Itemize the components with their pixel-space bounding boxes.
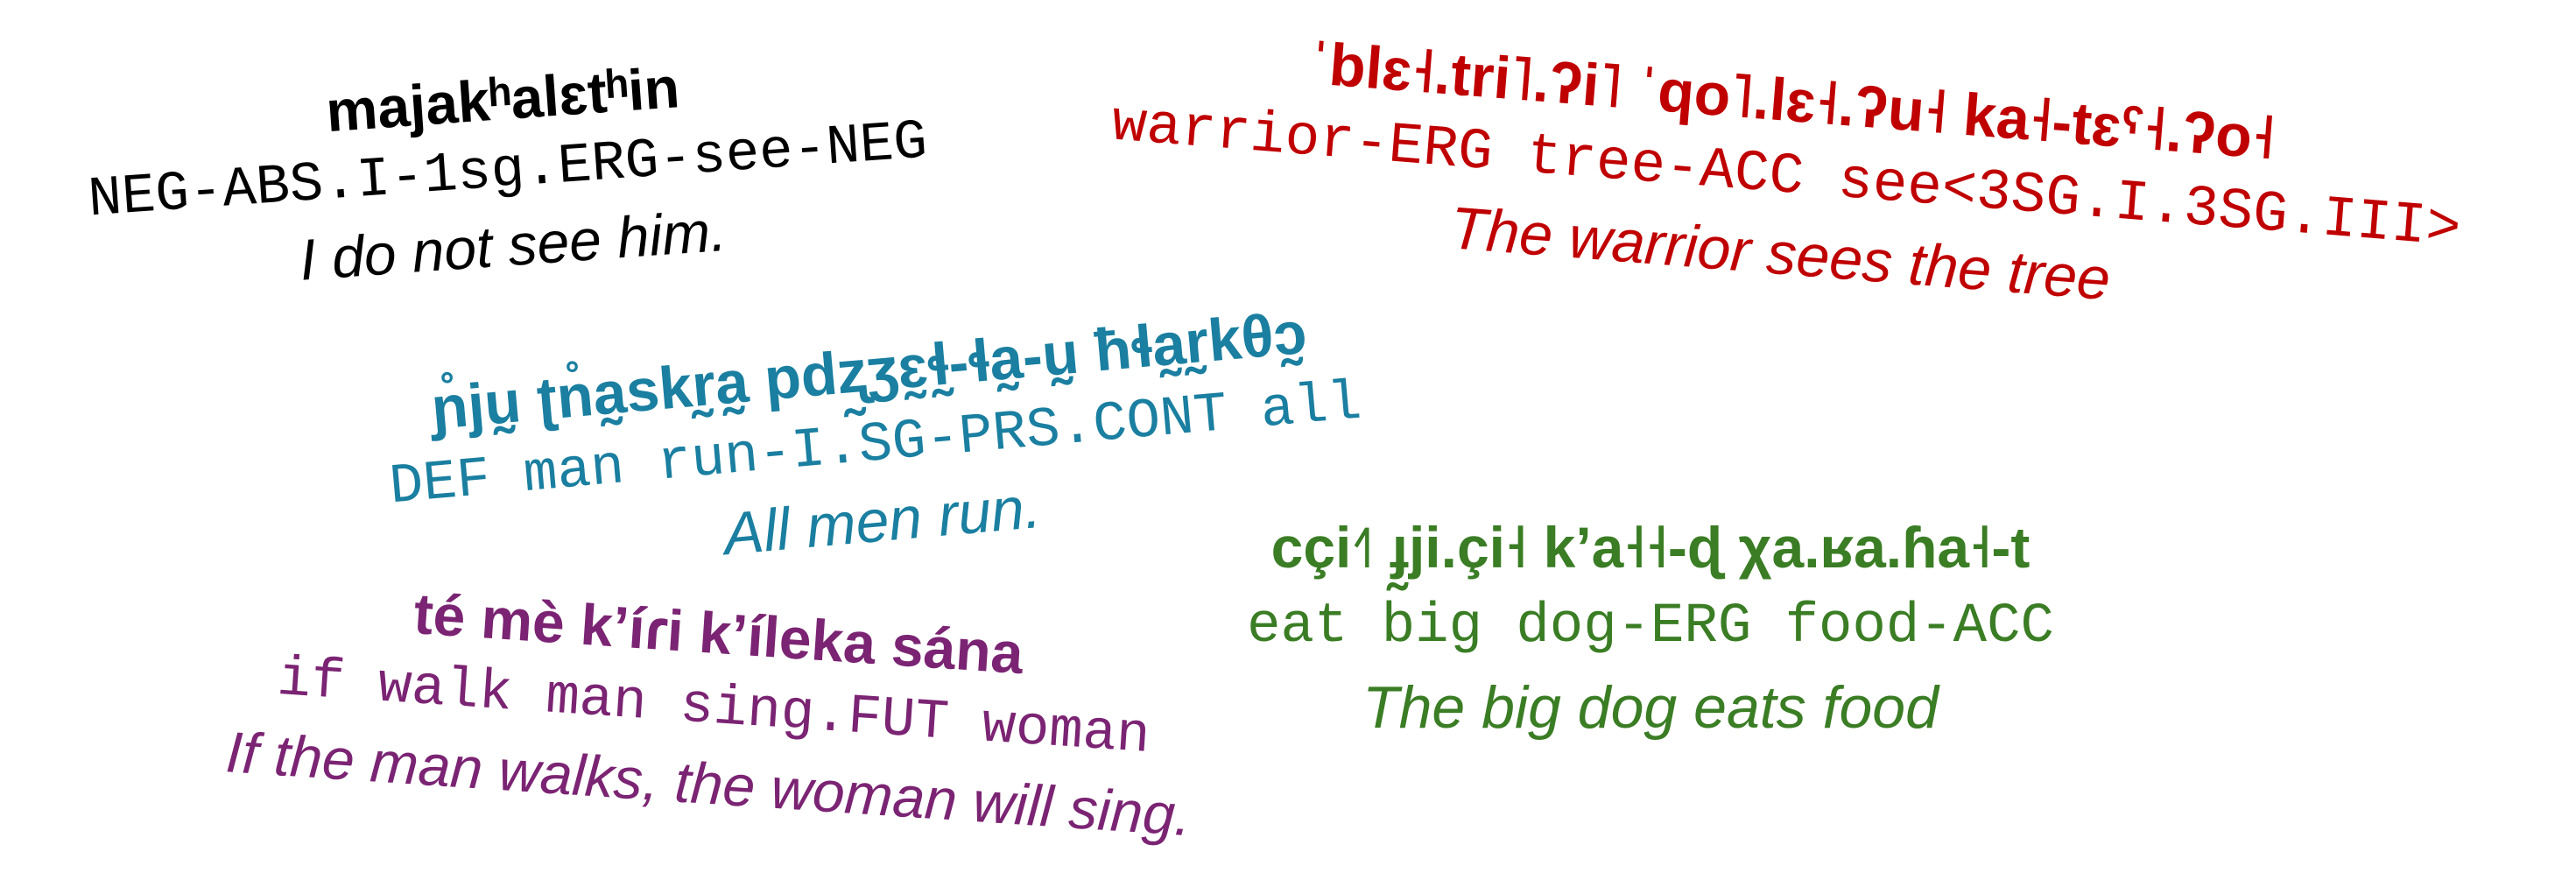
example-block-5: té mè k’íɾi k’íleka sána if walk man sin…: [125, 557, 1302, 860]
native-text: cçi˧˥ ɟ̰ji.çi˧ k’a˧˧-ɖ χa.ʁa.ɦa˧-t: [1270, 515, 2031, 580]
example-block-1: majakʰalɛtʰin NEG-ABS.I-1sg.ERG-see-NEG …: [0, 28, 1022, 317]
example-block-4: cçi˧˥ ɟ̰ji.çi˧ k’a˧˧-ɖ χa.ʁa.ɦa˧-t eat b…: [1138, 508, 2163, 748]
gloss-text: eat big dog-ERG food-ACC: [1247, 595, 2054, 658]
translation-text: The big dog eats food: [1362, 674, 1939, 741]
